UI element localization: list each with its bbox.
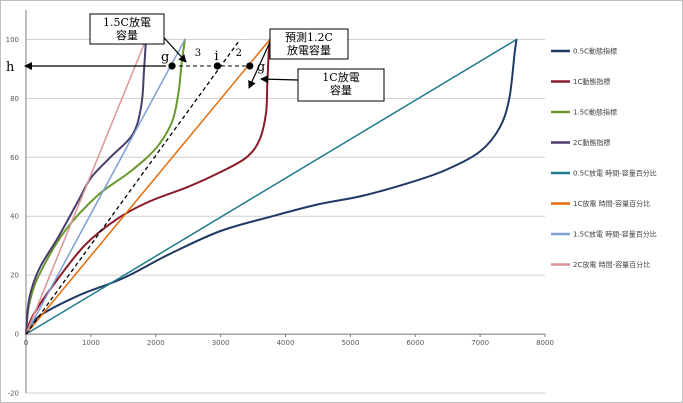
h-label: h bbox=[6, 60, 15, 75]
segment-label-2: 2 bbox=[236, 48, 242, 59]
y-tick-label: 0 bbox=[15, 331, 19, 339]
annotation-point-3 bbox=[246, 62, 254, 70]
callout-box-1 bbox=[89, 13, 165, 45]
x-tick-label: 2000 bbox=[147, 339, 165, 347]
series-line-5 bbox=[25, 38, 518, 335]
x-tick-labels: 0 1000 2000 3000 4000 5000 6000 7000 8000 bbox=[24, 339, 554, 347]
x-tick-label: 8000 bbox=[536, 339, 554, 347]
y-tick-label: -20 bbox=[8, 390, 19, 398]
callout-text-2-line-1: 預測1.2C bbox=[285, 30, 333, 44]
y-tick-label: 80 bbox=[10, 95, 19, 103]
annotation-point-1 bbox=[168, 62, 176, 70]
legend-label-3: 1.5C動態指標 bbox=[573, 108, 617, 117]
series-line-8 bbox=[25, 38, 147, 335]
legend-label-7: 1.5C放電 時間-容量百分比 bbox=[573, 230, 657, 239]
legend-label-5: 0.5C放電 時間-容量百分比 bbox=[573, 169, 657, 178]
x-tick-label: 0 bbox=[24, 339, 28, 347]
x-tick-label: 6000 bbox=[406, 339, 424, 347]
legend-label-8: 2C放電 時間-容量百分比 bbox=[573, 260, 650, 269]
series-lines bbox=[25, 38, 518, 336]
point-label-i: i bbox=[214, 49, 218, 64]
segment-label-1: 3 bbox=[195, 48, 201, 59]
y-tick-label: 100 bbox=[6, 36, 19, 44]
legend-label-2: 1C動態指標 bbox=[573, 77, 610, 86]
y-tick-label: 40 bbox=[10, 213, 19, 221]
x-tick-label: 7000 bbox=[471, 339, 489, 347]
point-label-g-right: g bbox=[257, 60, 265, 75]
callout-arrow-3 bbox=[260, 75, 299, 84]
callout-box-3 bbox=[297, 68, 385, 102]
x-tick-label: 5000 bbox=[341, 339, 359, 347]
callout-text-1-line-1: 1.5C放電 bbox=[103, 15, 151, 29]
callout-text-1-line-2: 容量 bbox=[116, 28, 138, 42]
annotation-point-2 bbox=[213, 62, 221, 70]
legend: 0.5C動態指標 1C動態指標 1.5C動態指標 2C動態指標 0.5C放電 時間-容量… bbox=[551, 47, 657, 269]
series-line-7 bbox=[25, 38, 186, 335]
y-tick-label: 60 bbox=[10, 154, 19, 162]
predicted-1-2c-line bbox=[25, 39, 241, 335]
x-tick-label: 4000 bbox=[277, 339, 295, 347]
series-line-4 bbox=[25, 38, 147, 336]
legend-label-6: 1C放電 時間-容量百分比 bbox=[573, 199, 650, 208]
callout-text-2-line-2: 放電容量 bbox=[287, 43, 331, 57]
axes bbox=[25, 10, 546, 393]
callout-text-3-line-1: 1C放電 bbox=[322, 70, 359, 84]
legend-label-4: 2C動態指標 bbox=[573, 138, 610, 147]
y-tick-label: 20 bbox=[10, 272, 19, 280]
series-line-6 bbox=[25, 38, 271, 335]
callout-arrow-2 bbox=[248, 41, 271, 89]
callout-box-2 bbox=[269, 28, 349, 60]
x-tick-label: 3000 bbox=[212, 339, 230, 347]
callout-text-3-line-2: 容量 bbox=[330, 83, 352, 97]
x-tick-label: 1000 bbox=[82, 339, 100, 347]
y-tick-labels: -20 0 20 40 60 80 100 bbox=[6, 36, 19, 398]
series-line-1 bbox=[25, 38, 518, 336]
series-line-3 bbox=[25, 38, 186, 336]
point-label-g-left: g bbox=[161, 50, 169, 65]
legend-label-1: 0.5C動態指標 bbox=[573, 47, 617, 56]
series-line-2 bbox=[25, 38, 271, 336]
